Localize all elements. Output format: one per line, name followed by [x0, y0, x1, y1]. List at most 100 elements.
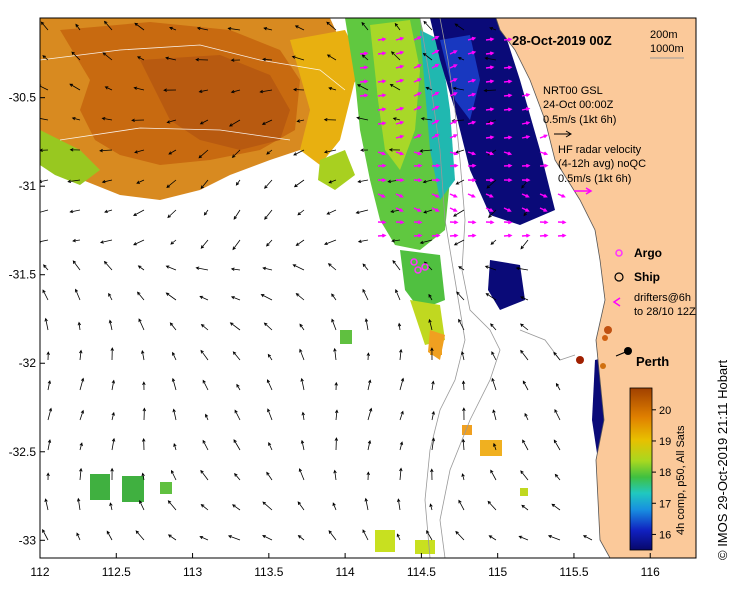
- hf-arrow: [467, 193, 476, 198]
- gsl-arrow: [395, 289, 401, 301]
- gsl-arrow: [227, 535, 241, 541]
- x-tick-label: 113: [183, 565, 202, 579]
- hf-arrow: [413, 106, 422, 111]
- gsl-arrow: [230, 89, 241, 94]
- gsl-arrow: [104, 86, 113, 91]
- gsl-arrow: [46, 351, 50, 361]
- gsl-scale-arrow: [554, 130, 572, 138]
- gsl-arrow: [519, 323, 529, 331]
- gsl-arrow: [452, 86, 465, 91]
- gsl-arrow: [266, 239, 273, 247]
- hf-arrow: [485, 207, 494, 212]
- hf-arrow: [413, 178, 423, 183]
- gsl-arrow: [103, 20, 113, 31]
- gsl-arrow: [454, 23, 465, 31]
- gsl-arrow: [79, 377, 85, 391]
- gsl-arrow: [520, 349, 529, 361]
- gsl-arrow: [392, 117, 401, 121]
- hf-arrow: [521, 135, 531, 139]
- hf-arrow: [395, 78, 405, 83]
- gsl-arrow: [297, 501, 305, 511]
- gsl-arrow: [297, 535, 305, 541]
- gsl-arrow: [165, 265, 177, 271]
- gsl-arrow: [131, 118, 145, 123]
- gsl-arrow: [301, 411, 305, 421]
- hf-arrow: [467, 151, 477, 156]
- gsl-arrow: [99, 148, 113, 153]
- hf-arrow: [395, 64, 405, 69]
- gsl-arrow: [134, 149, 145, 154]
- gsl-arrow: [133, 209, 145, 216]
- gsl-arrow: [111, 411, 115, 421]
- gsl-arrow: [42, 289, 49, 301]
- gsl-arrow: [458, 266, 465, 271]
- hf-arrow: [503, 163, 513, 168]
- gsl-arrow: [389, 83, 401, 91]
- gsl-arrow: [233, 439, 241, 451]
- gsl-arrow: [172, 408, 177, 421]
- contour-label-200: 200m: [650, 29, 678, 41]
- gsl-arrow: [135, 530, 145, 541]
- gsl-arrow: [328, 530, 337, 541]
- gsl-arrow: [169, 26, 177, 31]
- gsl-arrow: [142, 381, 146, 391]
- gsl-arrow: [461, 380, 466, 391]
- gsl-arrow: [296, 119, 305, 123]
- hf-arrow: [485, 193, 494, 198]
- drifters: [576, 326, 612, 369]
- x-tick-label: 112: [30, 565, 49, 579]
- hf-arrow: [467, 50, 477, 55]
- gsl-arrow: [236, 383, 241, 391]
- gsl-arrow: [111, 437, 116, 451]
- gsl-arrow: [136, 179, 145, 184]
- hf-arrow: [449, 151, 459, 156]
- gsl-arrow: [490, 469, 497, 481]
- gsl-arrow: [462, 407, 466, 421]
- gsl-arrow: [460, 350, 465, 361]
- x-tick-label: 114.5: [407, 565, 436, 579]
- hf-arrow: [539, 193, 548, 198]
- gsl-arrow: [40, 239, 49, 244]
- gsl-arrow: [520, 470, 529, 481]
- gsl-arrow: [263, 322, 273, 331]
- y-tick-label: -32: [19, 356, 37, 370]
- hf-arrow: [503, 93, 513, 98]
- gsl-arrow: [170, 469, 177, 481]
- hf-arrow: [503, 65, 513, 70]
- gsl-arrow: [133, 86, 145, 91]
- hf-arrow: [431, 163, 441, 168]
- hf-arrow: [377, 51, 387, 56]
- hf-arrow: [377, 93, 387, 98]
- gsl-arrow: [295, 239, 305, 246]
- gsl-arrow: [198, 149, 209, 159]
- gsl-arrow: [71, 51, 81, 61]
- gsl-arrow: [203, 209, 209, 216]
- hf-arrow: [503, 233, 513, 238]
- gsl-arrow: [491, 351, 497, 361]
- gsl-arrow: [262, 57, 273, 62]
- hf-arrow: [413, 163, 423, 168]
- hf-arrow: [539, 207, 548, 212]
- gsl-arrow: [399, 377, 405, 391]
- hf-arrow: [359, 79, 369, 84]
- hf-arrow: [377, 163, 387, 168]
- gsl-arrow: [431, 380, 435, 391]
- gsl-arrow: [229, 322, 241, 331]
- hf-arrow: [467, 120, 477, 125]
- gsl-arrow: [453, 209, 465, 217]
- gsl-arrow: [230, 296, 241, 301]
- gsl-arrow: [295, 293, 305, 301]
- gsl-arrow: [102, 52, 113, 61]
- hf-arrow: [539, 233, 549, 238]
- argo-legend-label: Argo: [634, 246, 662, 260]
- perth-leader: [615, 350, 629, 357]
- gsl-arrow: [425, 86, 433, 91]
- gsl-arrow: [67, 179, 81, 184]
- gsl-arrow: [74, 288, 81, 301]
- gsl-arrow: [293, 179, 305, 188]
- gsl-arrow: [165, 56, 177, 61]
- hf-arrow: [503, 79, 513, 84]
- credit-text: © IMOS 29-Oct-2019 21:11 Hobart: [715, 360, 730, 560]
- gsl-arrow: [554, 473, 561, 481]
